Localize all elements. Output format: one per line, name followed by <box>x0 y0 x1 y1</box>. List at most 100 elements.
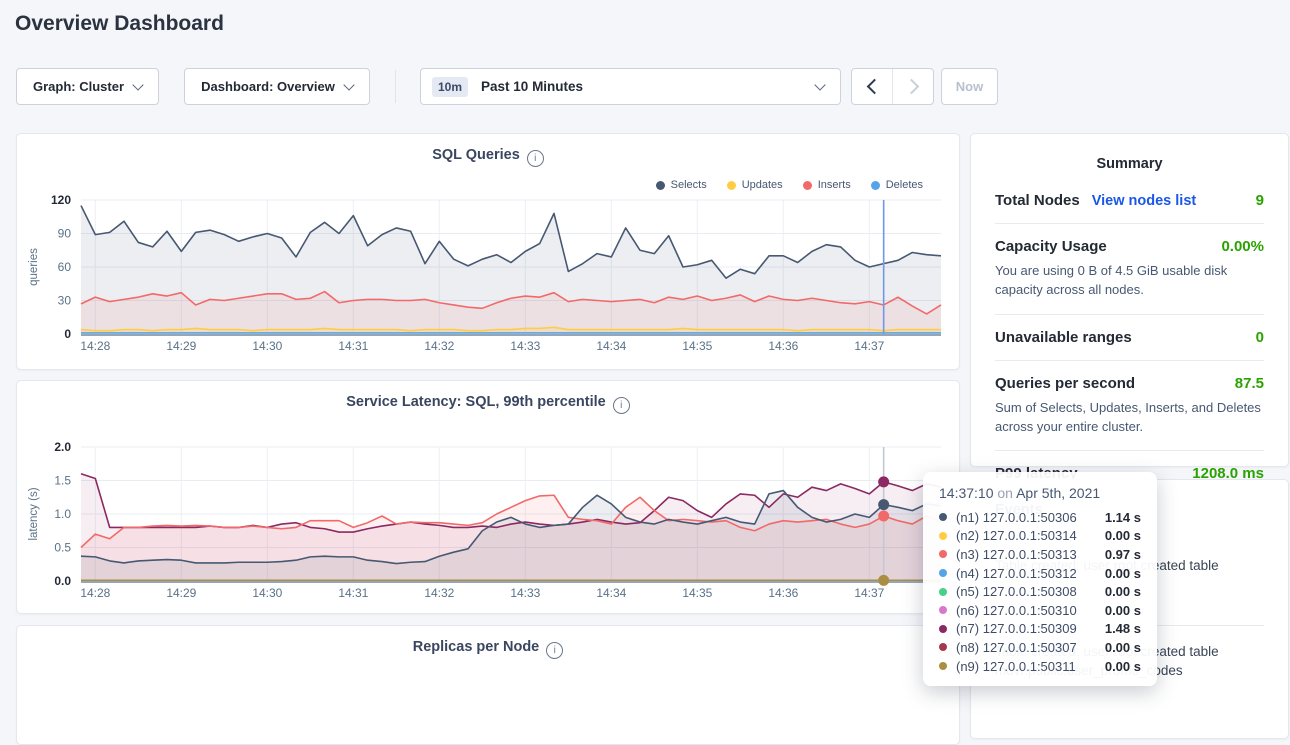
tooltip-node-label: (n8) 127.0.0.1:50307 <box>956 639 1077 655</box>
time-step-buttons <box>851 68 934 105</box>
queries-per-second-description: Sum of Selects, Updates, Inserts, and De… <box>995 399 1261 434</box>
graph-dropdown[interactable]: Graph: Cluster <box>16 68 159 105</box>
divider <box>995 359 1264 361</box>
tooltip-node-value: 0.00 s <box>1104 602 1141 618</box>
svg-text:latency (s): latency (s) <box>28 487 40 540</box>
svg-text:14:30: 14:30 <box>252 339 282 353</box>
svg-text:60: 60 <box>58 260 72 274</box>
legend-item[interactable]: Selects <box>655 179 707 191</box>
legend-color-dot <box>802 180 812 190</box>
sql-queries-card: SQL Queries i Selects Updates Inserts Delete… <box>16 133 960 370</box>
unavailable-ranges-label: Unavailable ranges <box>995 328 1132 346</box>
series-color-dot <box>939 587 947 596</box>
svg-text:14:29: 14:29 <box>166 586 196 600</box>
tooltip-node-value: 0.00 s <box>1104 658 1141 674</box>
legend-color-dot <box>655 180 665 190</box>
total-nodes-value: 9 <box>1255 192 1264 209</box>
summary-panel: Summary Total Nodes View nodes list 9 Ca… <box>970 133 1289 482</box>
info-icon[interactable]: i <box>526 150 544 167</box>
tooltip-row: (n3) 127.0.0.1:50313 0.97 s <box>939 545 1141 564</box>
svg-text:120: 120 <box>51 193 71 207</box>
tooltip-node-value: 1.14 s <box>1104 509 1141 525</box>
svg-text:14:33: 14:33 <box>510 586 540 600</box>
overview-dashboard-page: Overview Dashboard Graph: Cluster Dashbo… <box>15 12 1289 745</box>
svg-text:14:35: 14:35 <box>682 586 712 600</box>
tooltip-node-value: 0.00 s <box>1104 584 1141 600</box>
svg-text:14:37: 14:37 <box>854 586 884 600</box>
dashboard-dropdown-label: Dashboard: Overview <box>201 79 335 94</box>
svg-text:1.5: 1.5 <box>54 474 71 488</box>
time-range-badge: 10m <box>432 76 469 97</box>
svg-text:90: 90 <box>58 227 72 241</box>
info-icon[interactable]: i <box>546 642 564 659</box>
legend-item[interactable]: Inserts <box>802 179 851 191</box>
capacity-usage-label: Capacity Usage <box>995 238 1107 255</box>
series-color-dot <box>939 550 947 559</box>
tooltip-node-value: 0.00 s <box>1104 528 1141 544</box>
tooltip-node-label: (n1) 127.0.0.1:50306 <box>956 509 1077 525</box>
legend-color-dot <box>870 180 880 190</box>
svg-text:14:36: 14:36 <box>768 586 798 600</box>
legend-label: Selects <box>670 179 707 191</box>
service-latency-title: Service Latency: SQL, 99th percentile i <box>17 394 959 414</box>
chevron-right-icon <box>903 78 919 95</box>
svg-text:30: 30 <box>58 294 72 308</box>
legend-label: Inserts <box>817 179 851 191</box>
legend-label: Updates <box>741 179 783 191</box>
svg-text:0.5: 0.5 <box>54 541 71 555</box>
view-nodes-list-link[interactable]: View nodes list <box>1091 193 1197 209</box>
total-nodes-label: Total Nodes <box>995 192 1080 209</box>
service-latency-card: Service Latency: SQL, 99th percentile i 0… <box>16 380 960 614</box>
graph-dropdown-label: Graph: Cluster <box>32 79 124 94</box>
time-prev-button[interactable] <box>852 69 892 104</box>
svg-text:14:34: 14:34 <box>596 586 626 600</box>
tooltip-row: (n9) 127.0.0.1:50311 0.00 s <box>939 657 1141 676</box>
page-title: Overview Dashboard <box>15 12 224 35</box>
summary-title: Summary <box>1096 156 1163 172</box>
tooltip-node-label: (n6) 127.0.0.1:50310 <box>956 602 1077 618</box>
time-range-label: Past 10 Minutes <box>481 79 584 94</box>
svg-text:14:28: 14:28 <box>80 339 110 353</box>
divider <box>995 313 1264 315</box>
unavailable-ranges-value: 0 <box>1255 328 1264 346</box>
svg-text:1.0: 1.0 <box>54 507 71 521</box>
time-range-dropdown[interactable]: 10m Past 10 Minutes <box>420 68 841 105</box>
replicas-per-node-card: Replicas per Node i <box>16 625 960 745</box>
svg-text:0.0: 0.0 <box>54 574 71 588</box>
chevron-down-icon <box>343 78 355 91</box>
chevron-down-icon <box>132 78 144 91</box>
sql-queries-legend: Selects Updates Inserts Deletes <box>655 179 923 191</box>
queries-per-second-label: Queries per second <box>995 374 1136 392</box>
now-button[interactable]: Now <box>941 68 998 105</box>
svg-text:14:32: 14:32 <box>424 339 454 353</box>
legend-color-dot <box>726 180 736 190</box>
time-next-button[interactable] <box>892 69 933 104</box>
tooltip-row: (n2) 127.0.0.1:50314 0.00 s <box>939 527 1141 546</box>
p99-latency-value: 1208.0 ms <box>1192 465 1264 483</box>
divider <box>995 223 1264 224</box>
svg-text:2.0: 2.0 <box>54 440 71 454</box>
chevron-down-icon <box>814 78 826 91</box>
tooltip-node-value: 0.97 s <box>1104 546 1141 562</box>
tooltip-row: (n5) 127.0.0.1:50308 0.00 s <box>939 582 1141 601</box>
legend-item[interactable]: Updates <box>726 179 783 191</box>
tooltip-node-label: (n7) 127.0.0.1:50309 <box>956 621 1077 637</box>
svg-text:14:31: 14:31 <box>338 586 368 600</box>
series-color-dot <box>939 513 947 522</box>
series-color-dot <box>939 531 947 540</box>
legend-label: Deletes <box>885 179 923 191</box>
queries-per-second-value: 87.5 <box>1234 374 1264 392</box>
tooltip-node-label: (n3) 127.0.0.1:50313 <box>956 546 1077 562</box>
service-latency-chart[interactable]: 0.0 0.5 1.0 1.5 2.0 14:28 14:29 14:30 14:31 14:32… <box>17 381 961 615</box>
replicas-per-node-title: Replicas per Node i <box>17 639 959 659</box>
info-icon[interactable]: i <box>612 397 630 414</box>
legend-item[interactable]: Deletes <box>870 179 923 191</box>
svg-text:14:31: 14:31 <box>338 339 368 353</box>
tooltip-node-label: (n4) 127.0.0.1:50312 <box>956 565 1077 581</box>
chart-hover-tooltip: 14:37:10 on Apr 5th, 2021 (n1) 127.0.0.1… <box>923 472 1157 687</box>
sql-queries-chart[interactable]: 0 30 60 90 120 14:28 14:29 14:30 14:31 14:32 14:33… <box>17 134 961 371</box>
series-color-dot <box>939 569 947 578</box>
sql-queries-title: SQL Queries i <box>17 147 959 167</box>
dashboard-dropdown[interactable]: Dashboard: Overview <box>184 68 370 105</box>
series-color-dot <box>939 606 947 615</box>
